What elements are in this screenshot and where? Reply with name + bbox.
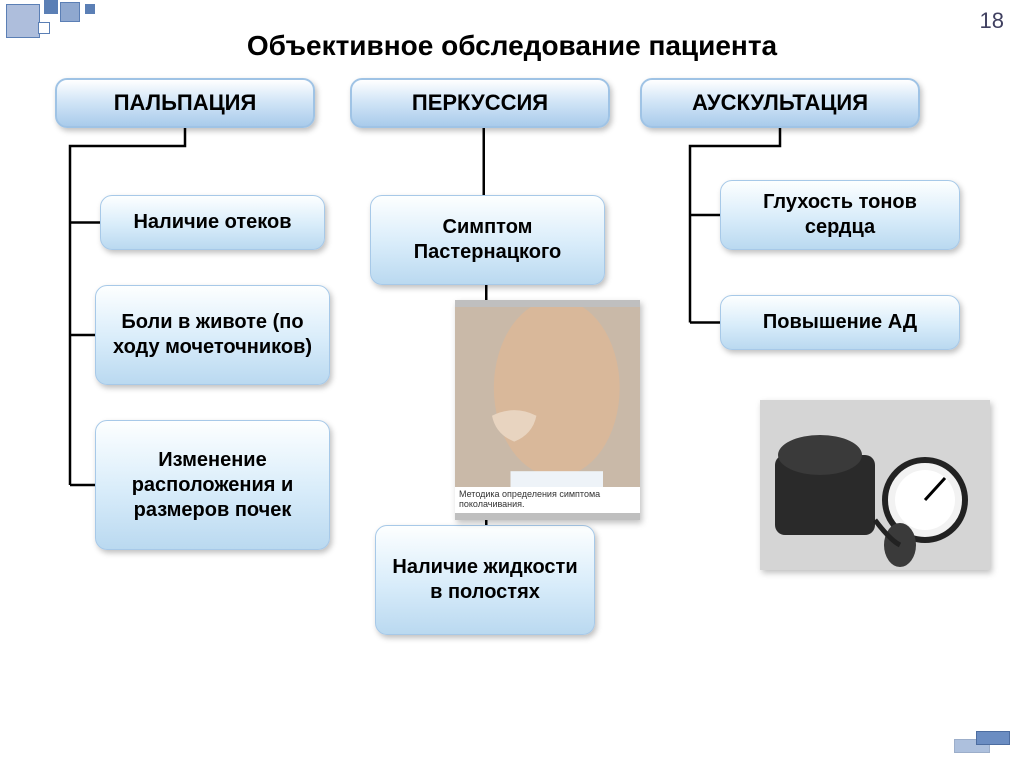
slide-number: 18 <box>980 8 1004 34</box>
corner-decoration <box>0 0 120 50</box>
sub-bp-increase: Повышение АД <box>720 295 960 350</box>
page-title: Объективное обследование пациента <box>247 30 777 62</box>
sub-label: Изменение расположения и размеров почек <box>106 448 319 523</box>
header-percussion: ПЕРКУССИЯ <box>350 78 610 128</box>
bp-device-photo <box>760 400 990 570</box>
sub-label: Глухость тонов сердца <box>731 190 949 240</box>
header-label: АУСКУЛЬТАЦИЯ <box>692 89 868 117</box>
header-auscultation: АУСКУЛЬТАЦИЯ <box>640 78 920 128</box>
header-label: ПЕРКУССИЯ <box>412 89 548 117</box>
sub-label: Боли в животе (по ходу мочеточников) <box>106 310 319 360</box>
sub-edema: Наличие отеков <box>100 195 325 250</box>
header-palpation: ПАЛЬПАЦИЯ <box>55 78 315 128</box>
bottom-decoration <box>954 731 1014 757</box>
image-caption: Методика определения симптома поколачива… <box>455 487 640 513</box>
sub-label: Повышение АД <box>763 310 917 335</box>
sub-kidney-change: Изменение расположения и размеров почек <box>95 420 330 550</box>
medical-photo: Методика определения симптома поколачива… <box>455 300 640 520</box>
sub-abdominal-pain: Боли в животе (по ходу мочеточников) <box>95 285 330 385</box>
sub-label: Симптом Пастернацкого <box>381 215 594 265</box>
sub-pasternatsky: Симптом Пастернацкого <box>370 195 605 285</box>
sub-label: Наличие жидкости в полостях <box>386 555 584 605</box>
header-label: ПАЛЬПАЦИЯ <box>114 89 257 117</box>
sub-fluid-cavities: Наличие жидкости в полостях <box>375 525 595 635</box>
sub-heart-tones: Глухость тонов сердца <box>720 180 960 250</box>
sub-label: Наличие отеков <box>133 210 291 235</box>
